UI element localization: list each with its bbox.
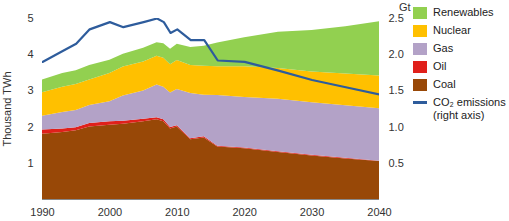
svg-text:1: 1 [27, 157, 33, 169]
html-text:CO₂ emissions (right axis): CO₂ emissions (right axis) [433, 96, 506, 121]
svg-text:4: 4 [27, 48, 33, 60]
svg-text:2030: 2030 [300, 206, 324, 218]
svg-text:Thousand TWh: Thousand TWh [1, 71, 13, 146]
svg-text:2020: 2020 [232, 206, 256, 218]
html-text:Nuclear: Nuclear [433, 24, 471, 36]
svg-text:1990: 1990 [30, 206, 54, 218]
html-text:Renewables: Renewables [433, 6, 494, 18]
svg-text:0.5: 0.5 [389, 157, 404, 169]
svg-text:2.5: 2.5 [389, 12, 404, 24]
svg-text:Gt: Gt [399, 1, 411, 13]
svg-text:2040: 2040 [367, 206, 391, 218]
svg-text:5: 5 [27, 12, 33, 24]
svg-text:1.0: 1.0 [389, 121, 404, 133]
svg-text:2000: 2000 [98, 206, 122, 218]
svg-text:1.5: 1.5 [389, 84, 404, 96]
svg-text:2010: 2010 [165, 206, 189, 218]
html-text:Gas: Gas [433, 42, 454, 54]
html-text:Coal: Coal [433, 78, 456, 90]
html-text:Oil: Oil [433, 60, 447, 72]
svg-text:2.0: 2.0 [389, 48, 404, 60]
svg-text:2: 2 [27, 121, 33, 133]
svg-text:3: 3 [27, 84, 33, 96]
